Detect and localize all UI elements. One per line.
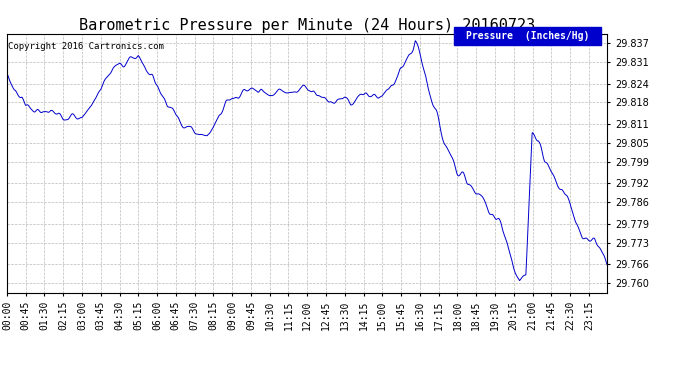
Text: Copyright 2016 Cartronics.com: Copyright 2016 Cartronics.com [8, 42, 164, 51]
Text: Pressure  (Inches/Hg): Pressure (Inches/Hg) [466, 32, 589, 41]
FancyBboxPatch shape [454, 27, 601, 45]
Title: Barometric Pressure per Minute (24 Hours) 20160723: Barometric Pressure per Minute (24 Hours… [79, 18, 535, 33]
